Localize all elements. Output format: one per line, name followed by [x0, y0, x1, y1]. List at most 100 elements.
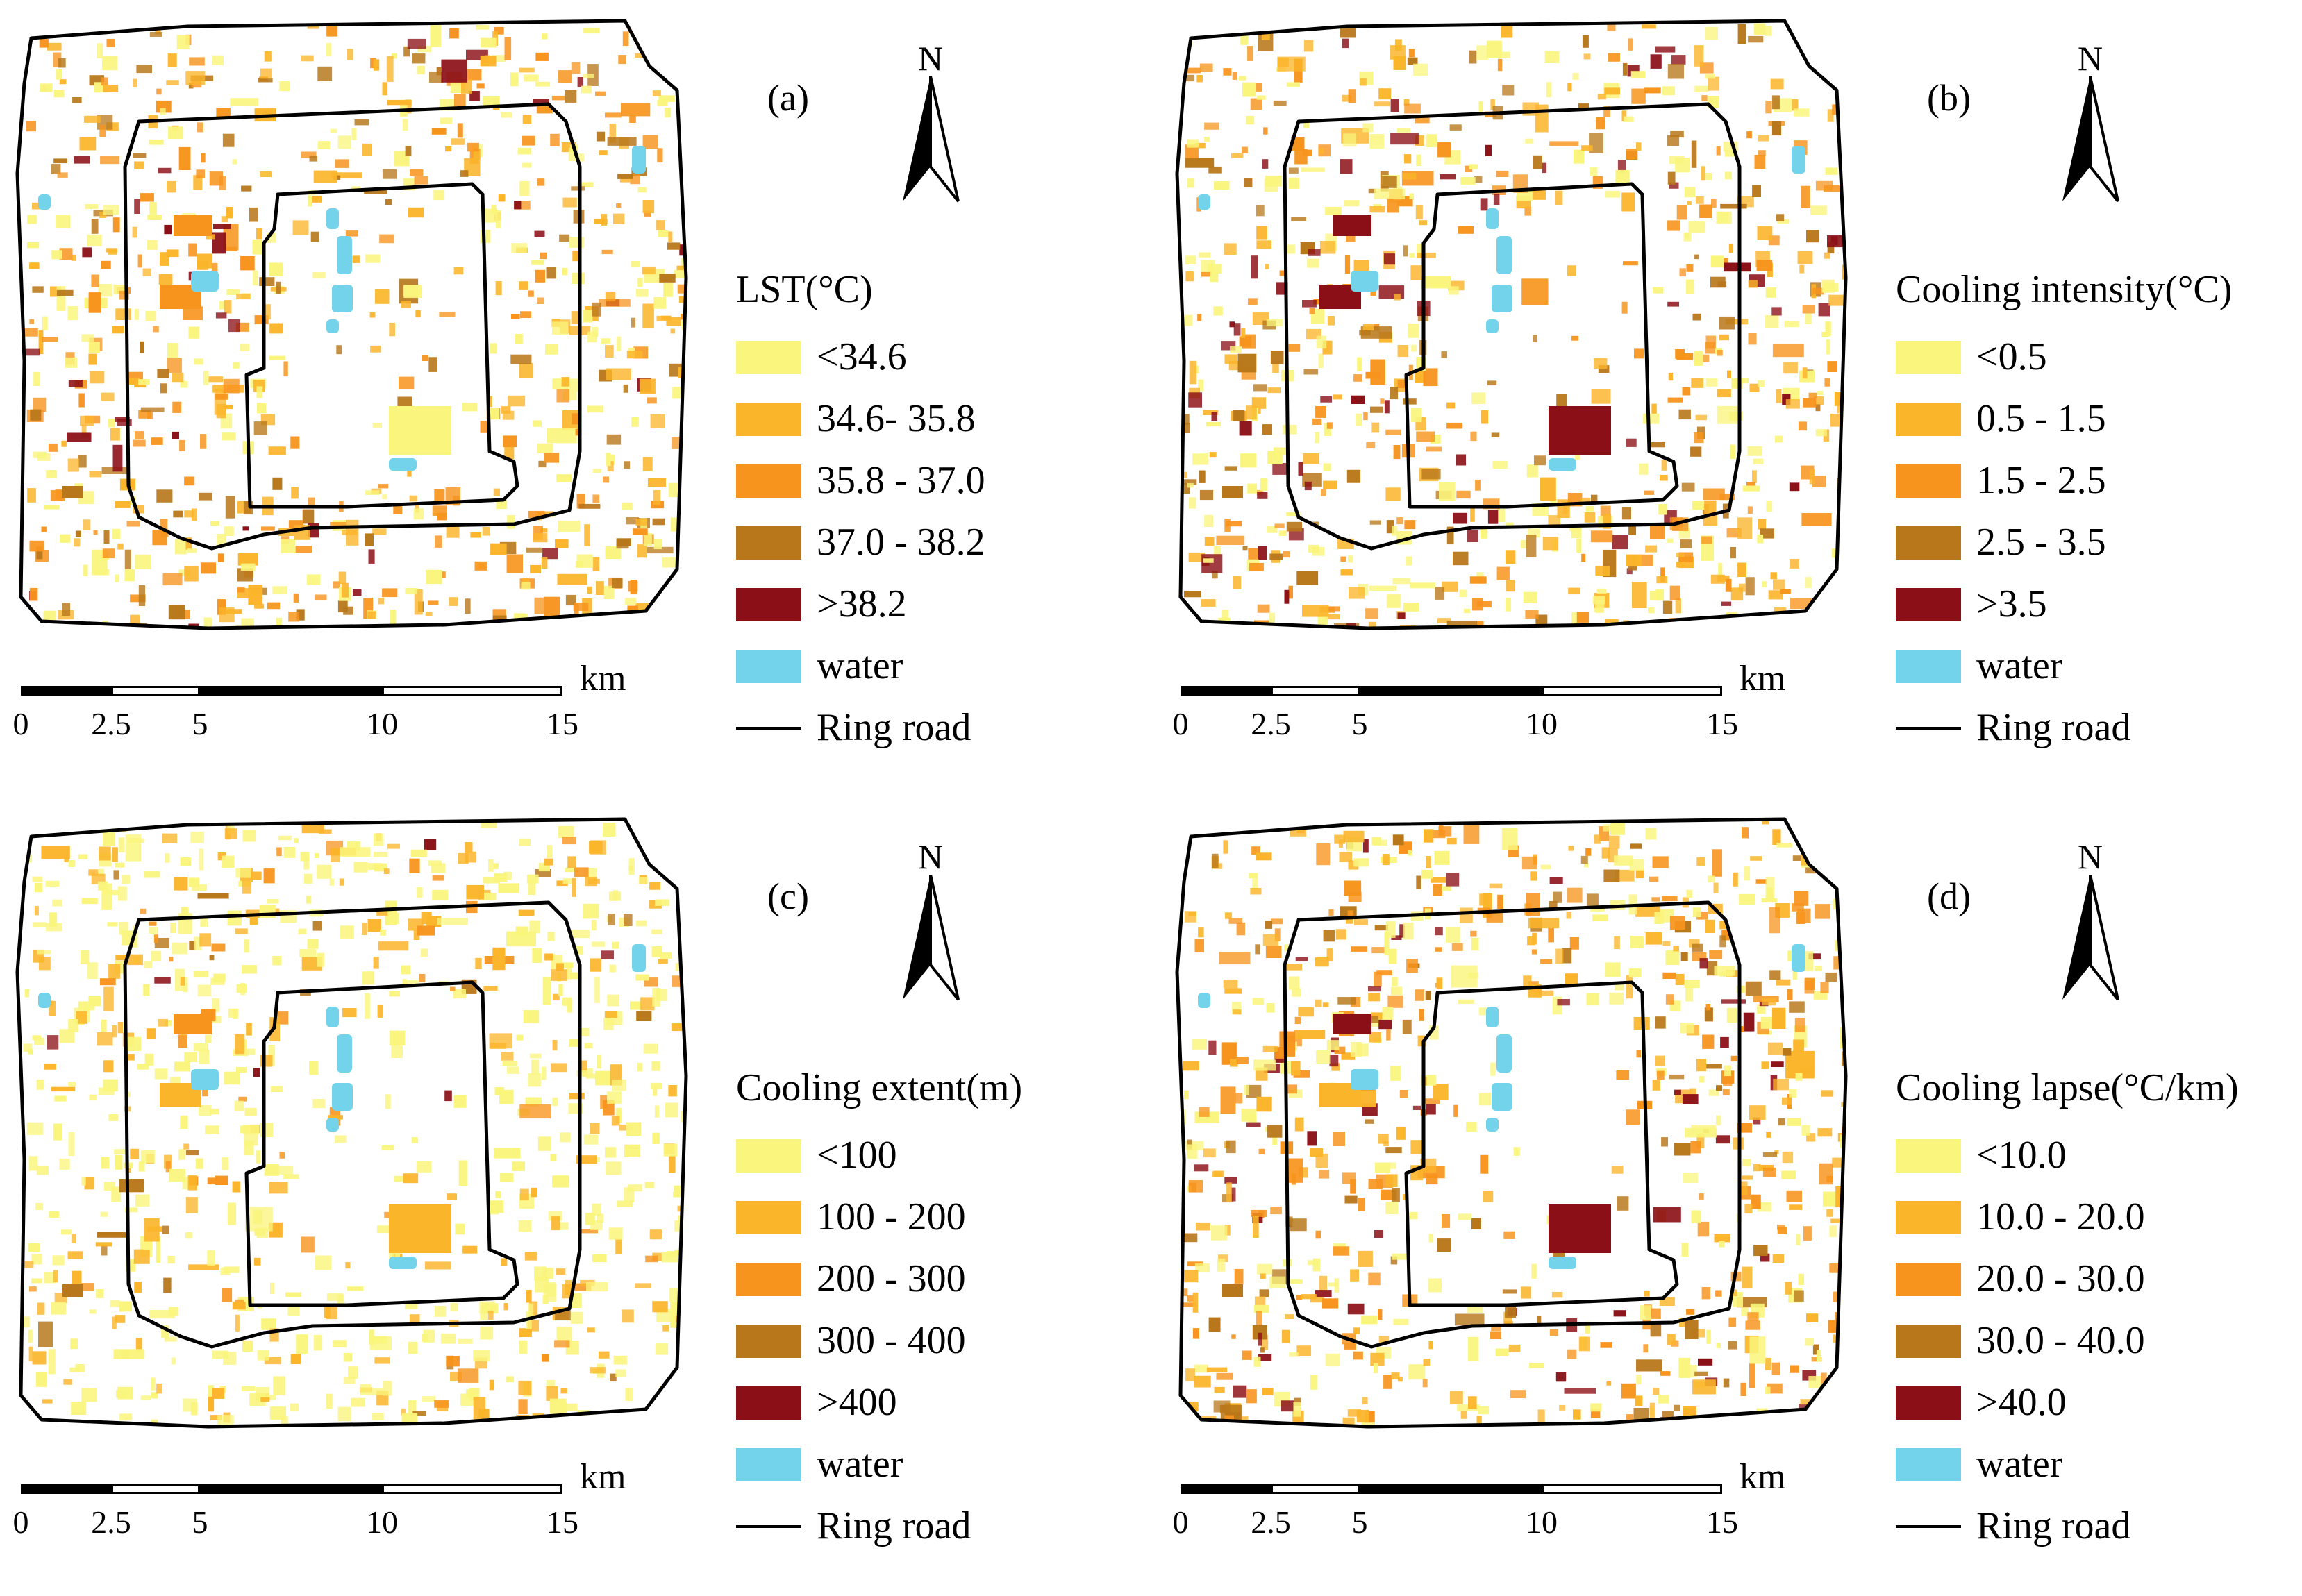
- patch-class-0: [481, 37, 497, 48]
- patch-class-0: [1361, 1315, 1377, 1325]
- patch-class-2: [550, 133, 560, 146]
- patch-class-3: [1719, 935, 1726, 948]
- scale-tick-label: 0: [1172, 706, 1189, 741]
- patch-class-0: [243, 1124, 260, 1134]
- patch-class-0: [1266, 319, 1283, 327]
- patch-class-0: [1765, 314, 1779, 328]
- large-park-patch: [1222, 1284, 1243, 1297]
- patch-class-0: [1592, 596, 1605, 605]
- patch-class-0: [453, 1095, 467, 1108]
- patch-class-1: [1291, 1061, 1301, 1076]
- patch-class-0: [556, 1326, 573, 1341]
- patch-class-1: [1327, 316, 1335, 326]
- scale-unit: km: [580, 1457, 626, 1497]
- patch-class-2: [1187, 1295, 1194, 1302]
- patch-class-2: [621, 103, 651, 117]
- patch-class-0: [151, 1377, 156, 1391]
- patch-class-4: [1715, 1135, 1730, 1144]
- legend-label: <100: [817, 1134, 897, 1177]
- patch-class-1: [1468, 1396, 1477, 1409]
- patch-class-0: [1825, 321, 1831, 336]
- patch-class-1: [1371, 422, 1380, 433]
- water-body: [337, 236, 352, 274]
- patch-class-0: [1678, 1357, 1691, 1378]
- patch-class-0: [1685, 1127, 1717, 1138]
- patch-class-1: [1785, 399, 1800, 409]
- patch-class-1: [557, 573, 587, 585]
- legend-label: 300 - 400: [817, 1319, 966, 1362]
- patch-class-1: [519, 1188, 529, 1201]
- patch-class-0: [1686, 889, 1692, 898]
- patch-class-1: [246, 1023, 252, 1036]
- patch-class-2: [1335, 1428, 1348, 1434]
- patch-class-0: [49, 1211, 59, 1218]
- patch-class-2: [1348, 89, 1356, 103]
- patch-class-0: [1833, 898, 1846, 910]
- patch-class-3: [1244, 178, 1253, 187]
- patch-class-1: [1835, 1186, 1842, 1208]
- patch-class-0: [1459, 589, 1467, 598]
- patch-class-1: [676, 265, 686, 271]
- patch-class-0: [1821, 332, 1830, 337]
- patch-class-0: [312, 272, 326, 278]
- patch-class-3: [1290, 1218, 1307, 1232]
- patch-class-1: [1184, 28, 1192, 37]
- patch-class-0: [1390, 1066, 1401, 1081]
- patch-class-4: [1281, 1400, 1294, 1412]
- patch-class-1: [184, 510, 194, 518]
- patch-class-3: [403, 46, 410, 57]
- patch-class-0: [615, 1107, 622, 1123]
- patch-class-2: [537, 297, 544, 304]
- patch-class-4: [213, 224, 231, 229]
- patch-class-4: [353, 589, 362, 596]
- patch-class-1: [44, 1063, 56, 1070]
- scale-unit: km: [1740, 659, 1786, 698]
- patch-class-1: [482, 527, 490, 536]
- legend-swatch: [736, 403, 801, 436]
- patch-class-0: [176, 35, 190, 50]
- patch-class-2: [1496, 170, 1509, 177]
- patch-class-1: [635, 518, 647, 526]
- patch-class-2: [167, 358, 182, 373]
- patch-class-0: [1817, 391, 1824, 396]
- patch-class-1: [1417, 252, 1436, 258]
- patch-class-3: [1255, 944, 1260, 955]
- patch-class-1: [1719, 334, 1729, 341]
- patch-class-1: [464, 842, 473, 853]
- patch-class-0: [1478, 101, 1483, 112]
- patch-class-1: [687, 837, 694, 849]
- patch-class-0: [657, 100, 668, 106]
- patch-class-2: [1250, 98, 1262, 110]
- patch-class-2: [215, 394, 228, 400]
- patch-class-3: [1622, 62, 1628, 76]
- patch-class-3: [124, 549, 131, 569]
- patch-class-0: [185, 1232, 192, 1239]
- patch-class-3: [1312, 521, 1319, 526]
- patch-class-3: [1562, 948, 1572, 964]
- legend-label: <10.0: [1976, 1134, 2067, 1177]
- patch-class-3: [1580, 855, 1588, 864]
- patch-class-0: [1708, 1089, 1719, 1096]
- scale-tick-label: 15: [547, 1504, 578, 1540]
- patch-class-1: [1768, 1042, 1783, 1055]
- patch-class-4: [1390, 99, 1399, 112]
- patch-class-0: [240, 344, 250, 351]
- patch-class-0: [269, 355, 285, 360]
- patch-class-1: [425, 612, 433, 616]
- patch-class-0: [511, 243, 527, 253]
- patch-class-1: [1446, 837, 1457, 845]
- patch-class-1: [1284, 964, 1303, 971]
- patch-class-0: [133, 925, 138, 948]
- patch-class-4: [1760, 1253, 1770, 1262]
- patch-class-2: [437, 512, 447, 521]
- patch-class-0: [1183, 1090, 1189, 1100]
- patch-class-3: [1534, 455, 1546, 466]
- patch-class-2: [1334, 1046, 1346, 1054]
- patch-class-1: [1841, 1102, 1846, 1107]
- patch-class-4: [1542, 162, 1547, 174]
- patch-class-4: [1320, 396, 1333, 403]
- patch-class-2: [1716, 146, 1721, 156]
- patch-class-0: [1434, 850, 1450, 865]
- patch-class-1: [1393, 56, 1406, 70]
- patch-class-1: [1436, 977, 1443, 989]
